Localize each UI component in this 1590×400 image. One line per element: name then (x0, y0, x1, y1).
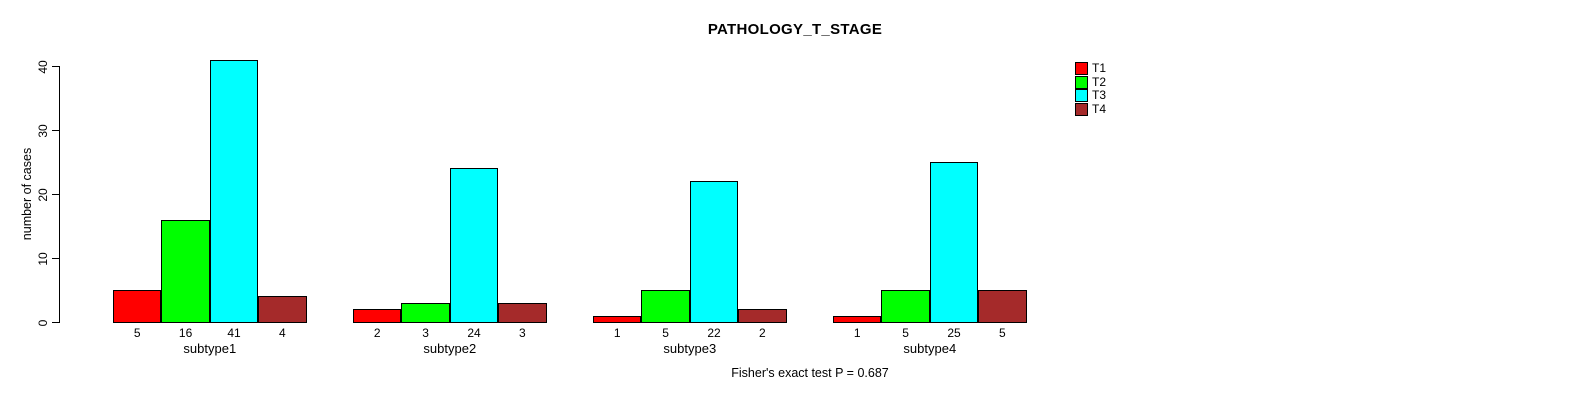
bar-t4-subtype4 (978, 290, 1027, 323)
bar-t3-subtype2 (449, 168, 499, 323)
y-axis-label: number of cases (20, 147, 34, 241)
category-label-subtype1: subtype1 (183, 341, 237, 356)
y-axis-tick-label: 10 (36, 251, 50, 266)
legend-swatch-icon (1075, 89, 1088, 103)
bar-t3-subtype1 (209, 60, 259, 323)
bar-value-label: 1 (613, 326, 621, 340)
y-axis-tick-label: 20 (36, 187, 50, 202)
bar-value-label: 22 (707, 326, 721, 340)
bar-t4-subtype3 (738, 309, 787, 323)
bar-t1-subtype1 (113, 290, 162, 323)
bar-value-label: 2 (759, 326, 766, 340)
bar-t1-subtype4 (833, 316, 882, 323)
bar-value-label: 41 (227, 326, 241, 340)
y-axis-tick (52, 66, 59, 67)
y-axis-tick (52, 130, 59, 131)
y-axis-tick (52, 322, 59, 323)
fisher-test-footnote: Fisher's exact test P = 0.687 (731, 366, 889, 380)
y-axis-tick (52, 194, 59, 195)
legend-swatch-icon (1075, 102, 1088, 116)
bar-t1-subtype3 (593, 316, 642, 323)
y-axis-line (59, 66, 60, 323)
bar-value-label: 5 (133, 326, 141, 340)
bar-t4-subtype1 (258, 296, 307, 323)
legend-label: T3 (1092, 88, 1107, 103)
bar-t2-subtype4 (881, 290, 930, 323)
bar-value-label: 3 (422, 326, 429, 340)
category-label-subtype4: subtype4 (903, 341, 957, 356)
bar-t2-subtype2 (401, 303, 450, 323)
bar-value-label: 3 (519, 326, 526, 340)
legend-label: T4 (1092, 101, 1107, 116)
bar-value-label: 1 (853, 326, 861, 340)
legend-item-t3: T3 (1075, 89, 1106, 103)
bar-t4-subtype2 (498, 303, 547, 323)
legend-item-t4: T4 (1075, 101, 1107, 117)
bar-value-label: 4 (279, 326, 286, 340)
chart-title: PATHOLOGY_T_STAGE (707, 21, 883, 38)
bar-value-label: 5 (902, 326, 909, 340)
bar-t3-subtype4 (929, 162, 979, 323)
bar-t2-subtype3 (641, 290, 690, 323)
bar-t1-subtype2 (353, 309, 402, 323)
legend-swatch-icon (1075, 62, 1088, 76)
bar-value-label: 5 (662, 326, 669, 340)
legend-item-t2: T2 (1075, 74, 1107, 90)
y-axis-tick-label: 0 (36, 319, 50, 326)
category-label-subtype3: subtype3 (663, 341, 717, 356)
bar-value-label: 24 (467, 326, 481, 340)
bar-value-label: 2 (373, 326, 381, 340)
y-axis-tick (52, 258, 59, 259)
bar-t2-subtype1 (161, 220, 210, 323)
y-axis-tick-label: 40 (36, 59, 50, 74)
legend-label: T2 (1092, 74, 1107, 89)
legend-label: T1 (1092, 61, 1107, 76)
bar-value-label: 5 (999, 326, 1006, 340)
y-axis-tick-label: 30 (36, 123, 50, 138)
legend-swatch-icon (1075, 75, 1088, 89)
category-label-subtype2: subtype2 (423, 341, 477, 356)
bar-value-label: 16 (178, 326, 193, 340)
bar-t3-subtype3 (689, 181, 739, 323)
legend: T1 T2 T3 T4 (1075, 62, 1106, 116)
bar-value-label: 25 (947, 326, 961, 340)
legend-item-t1: T1 (1075, 62, 1106, 76)
